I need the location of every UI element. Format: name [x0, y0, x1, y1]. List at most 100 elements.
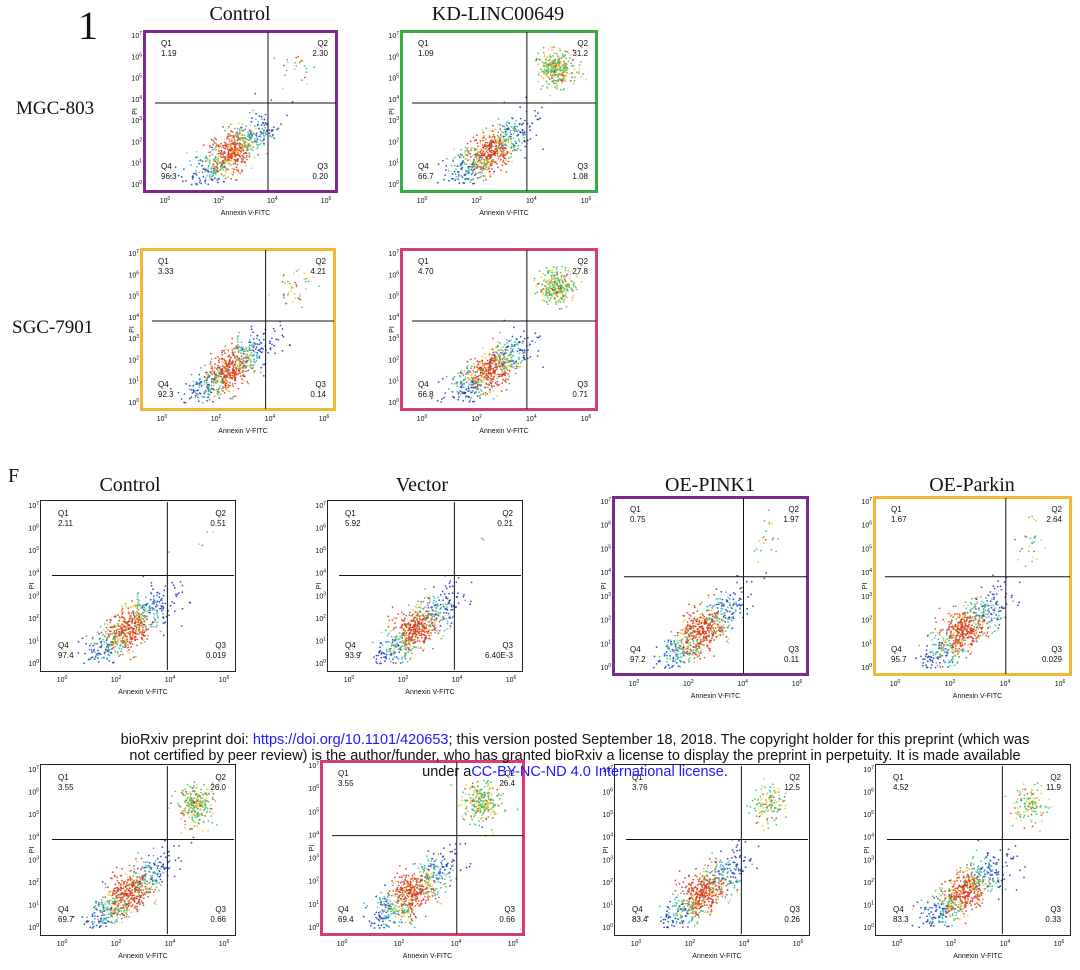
event-dot: [259, 350, 261, 352]
event-dot: [191, 177, 194, 180]
event-dot: [488, 354, 491, 357]
event-dot: [116, 643, 118, 645]
event-dot: [108, 643, 110, 646]
event-dot: [223, 144, 226, 147]
event-dot: [482, 150, 485, 153]
event-dot: [439, 608, 442, 611]
event-dot: [485, 369, 488, 372]
event-dot: [393, 652, 396, 655]
event-dot: [84, 652, 86, 655]
event-dot: [503, 125, 506, 128]
event-dot: [287, 280, 289, 283]
event-dot: [204, 389, 207, 392]
event-dot: [430, 617, 433, 620]
event-dot: [470, 168, 473, 171]
event-dot: [493, 371, 495, 374]
event-dot: [565, 67, 568, 69]
event-dot: [213, 137, 216, 140]
event-dot: [146, 615, 149, 618]
event-dot: [233, 348, 236, 350]
event-dot: [210, 178, 213, 180]
event-dot: [470, 374, 473, 377]
event-dot: [192, 380, 195, 383]
event-dot: [221, 377, 224, 380]
event-dot: [499, 124, 501, 126]
event-dot: [233, 139, 236, 141]
event-dot: [500, 143, 502, 146]
event-dot: [548, 289, 551, 292]
event-dot: [572, 295, 575, 297]
event-dot: [142, 575, 145, 578]
event-dot: [77, 640, 80, 643]
event-dot: [205, 382, 208, 384]
event-dot: [494, 137, 497, 140]
event-dot: [255, 127, 257, 130]
event-dot: [154, 621, 156, 623]
event-dot: [484, 366, 486, 369]
event-dot: [211, 367, 214, 369]
event-dot: [543, 54, 546, 56]
event-dot: [543, 56, 546, 58]
event-dot: [495, 147, 498, 150]
event-dot: [227, 372, 230, 375]
event-dot: [489, 390, 491, 393]
event-dot: [518, 123, 521, 126]
event-dot: [157, 616, 159, 619]
event-dot: [295, 56, 298, 59]
event-dot: [508, 375, 510, 378]
event-dot: [125, 605, 127, 608]
event-dot: [97, 657, 99, 659]
event-dot: [148, 623, 150, 626]
event-dot: [103, 652, 106, 655]
quadrant-name: Q4: [161, 162, 172, 171]
event-dot: [223, 150, 226, 153]
event-dot: [214, 173, 217, 175]
event-dot: [494, 351, 497, 353]
event-dot: [227, 386, 230, 389]
event-dot: [126, 650, 129, 653]
event-dot: [508, 369, 511, 372]
event-dot: [553, 70, 556, 72]
event-dot: [495, 357, 498, 360]
event-dot: [423, 612, 426, 614]
event-dot: [552, 62, 555, 65]
event-dot: [551, 289, 554, 291]
event-dot: [209, 352, 212, 355]
event-dot: [496, 341, 499, 343]
event-dot: [190, 388, 193, 391]
event-dot: [240, 150, 242, 153]
event-dot: [217, 359, 220, 362]
event-dot: [210, 168, 213, 170]
event-dot: [238, 359, 241, 361]
event-dot: [498, 146, 501, 148]
event-dot: [561, 265, 563, 268]
event-dot: [424, 631, 426, 634]
quadrant-name: Q3: [215, 641, 226, 650]
event-dot: [128, 652, 131, 654]
event-dot: [294, 61, 296, 64]
event-dot: [212, 378, 214, 381]
event-dot: [222, 372, 225, 375]
event-dot: [205, 168, 207, 171]
event-dot: [129, 606, 132, 608]
event-dot: [574, 76, 576, 78]
event-dot: [300, 79, 303, 82]
column-title-oe-parkin: OE-Parkin: [929, 474, 1015, 496]
event-dot: [194, 383, 196, 385]
event-dot: [206, 174, 209, 177]
event-dot: [150, 626, 152, 628]
event-dot: [227, 152, 230, 154]
event-dot: [167, 551, 170, 553]
event-dot: [145, 596, 147, 599]
quadrant-percent: 1.19: [161, 49, 177, 58]
event-dot: [465, 163, 468, 166]
event-dot: [477, 155, 480, 158]
event-dot: [565, 284, 567, 287]
event-dot: [232, 374, 234, 377]
event-dot: [421, 626, 424, 629]
event-dot: [152, 621, 154, 623]
event-dot: [440, 637, 443, 640]
event-dot: [277, 338, 280, 341]
x-tick-label: 106: [321, 196, 332, 205]
event-dot: [225, 144, 227, 147]
